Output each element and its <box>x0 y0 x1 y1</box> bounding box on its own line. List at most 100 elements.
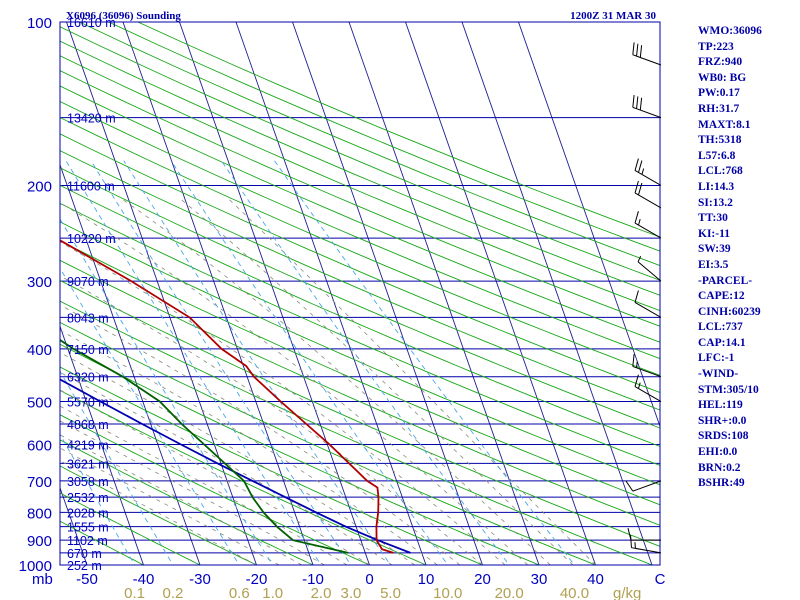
height-label: 3621 m <box>67 457 109 471</box>
isotherm-line <box>66 22 257 565</box>
height-label: 9070 m <box>67 275 109 289</box>
wind-barb-staff <box>632 480 662 492</box>
index-line: L57:6.8 <box>698 149 736 162</box>
dry-adiabat-line <box>60 465 258 565</box>
index-line: -WIND- <box>698 368 739 381</box>
mixing-ratio-line <box>123 160 392 565</box>
moist-adiabat-line <box>177 196 574 565</box>
dry-adiabat-line <box>60 40 660 296</box>
pressure-tick-label: 800 <box>27 505 52 522</box>
mixing-ratio-unit-label: g/kg <box>613 585 641 600</box>
mixing-ratio-line <box>65 160 322 565</box>
dry-adiabat-line <box>60 184 660 447</box>
height-label: 1555 m <box>67 521 109 535</box>
index-line: -PARCEL- <box>698 274 753 287</box>
index-line: BRN:0.2 <box>698 461 741 474</box>
wind-barb-flag <box>632 42 635 55</box>
index-line: LCL:737 <box>698 321 743 334</box>
moist-adiabat-line <box>60 389 370 565</box>
index-line: LI:14.3 <box>698 180 735 193</box>
wind-barb <box>632 354 662 378</box>
index-line: KI:-11 <box>698 227 730 240</box>
index-line: WB0: BG <box>698 71 747 84</box>
height-label: 11600 m <box>67 179 115 193</box>
plot-frame <box>59 21 661 566</box>
height-label: 5570 m <box>67 396 109 410</box>
temperature-tick-label: -40 <box>133 571 155 588</box>
wind-barb <box>634 158 662 186</box>
dry-adiabat-line <box>60 117 660 376</box>
wind-barb <box>632 42 662 66</box>
height-label: 10220 m <box>67 232 116 246</box>
wind-barb-staff <box>632 365 662 378</box>
wind-barb-half-flag <box>638 382 641 389</box>
temperature-tick-label: -30 <box>189 571 211 588</box>
height-label: 4219 m <box>67 439 109 453</box>
wind-barb-staff <box>632 106 662 119</box>
index-line: TT:30 <box>698 212 728 225</box>
wind-barb-flag <box>625 480 634 492</box>
height-label: 2028 m <box>67 506 109 520</box>
wind-barb-flag <box>627 528 632 541</box>
height-label: 3058 m <box>67 475 109 489</box>
wind-barb-flag <box>636 43 639 57</box>
wind-barb-flag <box>639 97 643 111</box>
temperature-tick-label: 30 <box>531 571 548 588</box>
wind-barb-staff <box>637 261 662 282</box>
pressure-tick-label: 400 <box>27 342 52 359</box>
height-label: 16610 m <box>67 16 116 30</box>
pressure-tick-label: 300 <box>27 274 52 291</box>
mixing-ratio-line <box>220 160 510 565</box>
isotherm-line <box>461 22 653 565</box>
mixing-ratio-tick-label: 3.0 <box>341 585 362 600</box>
wind-barb-flag <box>634 290 639 303</box>
wind-barb-half-flag <box>641 168 645 175</box>
mixing-ratio-tick-label: 0.1 <box>124 585 145 600</box>
dry-adiabat-line <box>60 520 145 565</box>
index-line: TH:5318 <box>698 134 742 147</box>
mixing-ratio-line <box>60 267 240 565</box>
moist-adiabat-line <box>60 405 348 565</box>
dry-adiabat-line <box>60 221 660 486</box>
temperature-tick-label: 20 <box>474 571 491 588</box>
index-line: MAXT:8.1 <box>698 118 751 131</box>
wind-barb-flag <box>634 374 639 387</box>
dry-adiabat-line <box>60 26 660 281</box>
index-line: WMO:36096 <box>698 25 762 37</box>
wind-barb-flag <box>632 354 635 367</box>
mixing-ratio-tick-label: 0.6 <box>229 585 250 600</box>
temperature-tick-label: -10 <box>302 571 324 588</box>
mixing-ratio-tick-label: 2.0 <box>311 585 332 600</box>
background-grid <box>60 22 660 565</box>
pressure-tick-label: 500 <box>27 395 52 412</box>
stability-indices-panel: WMO:36096 TP:223 FRZ:940 WB0: BG PW:0.17 RH:3… <box>698 24 798 492</box>
pressure-tick-label: 900 <box>27 533 52 550</box>
moist-adiabat-line <box>60 241 506 565</box>
profiles <box>60 239 411 554</box>
pressure-tick-label: 200 <box>27 178 52 195</box>
isotherm-line <box>292 22 483 565</box>
mixing-ratio-line <box>60 433 136 565</box>
parcel-trace <box>60 378 411 554</box>
wind-barb-staff <box>632 54 662 66</box>
index-line: BSHR:49 <box>698 477 745 490</box>
isotherm-line <box>122 22 314 565</box>
height-label: 252 m <box>67 559 102 573</box>
index-line: SRDS:108 <box>698 430 749 443</box>
mixing-ratio-line <box>274 160 576 565</box>
dry-adiabat-line <box>60 150 660 411</box>
wind-barb-half-flag <box>638 218 641 226</box>
wind-barb <box>634 211 662 239</box>
wind-barb-half-flag <box>636 361 638 368</box>
dry-adiabat-line <box>60 300 654 565</box>
dry-adiabat-line <box>60 414 371 565</box>
temperature-tick-label: -50 <box>76 571 98 588</box>
index-line: SW:39 <box>698 243 731 256</box>
temperature-unit-label: C <box>655 571 666 588</box>
pressure-tick-label: 1000 <box>19 558 52 575</box>
index-line: STM:305/10 <box>698 383 759 396</box>
wind-barb-flag <box>639 45 643 58</box>
moist-adiabat-line <box>60 329 438 565</box>
height-label: 8043 m <box>67 311 109 325</box>
